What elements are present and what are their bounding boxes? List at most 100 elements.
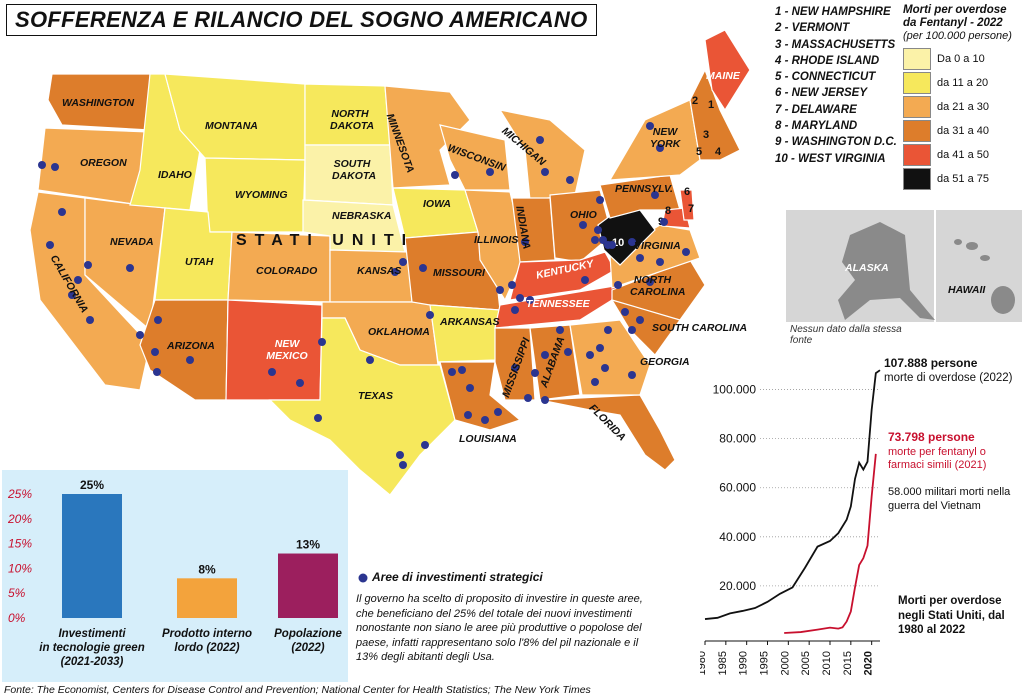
annotation-fent-value: 73.798 persone: [888, 430, 975, 444]
line-xtick: 1990: [738, 651, 750, 675]
investments-title: Aree di investimenti strategici: [372, 570, 543, 584]
label-pennsylvania: PENNSYLV.: [615, 183, 673, 195]
legend-label: da 11 a 20: [937, 77, 989, 89]
small-state-2: 2 - VERMONT: [775, 22, 850, 35]
svg-text:5: 5: [696, 146, 702, 158]
investment-dot-legend: [358, 573, 368, 583]
legend-item: da 11 a 20: [903, 71, 1023, 95]
label-maine: MAINE: [706, 70, 740, 82]
label-alaska: ALASKA: [845, 262, 889, 274]
bar-chart: 25% 20% 15% 10% 5% 0% 25% 8% 13% Investimenti in t…: [7, 478, 342, 668]
label-louisiana: LOUISIANA: [459, 433, 517, 445]
line-xtick: 1985: [717, 651, 729, 675]
label-south-dakota: SOUTH DAKOTA: [332, 158, 377, 182]
state-arkansas: [429, 304, 501, 363]
label-kansas: KANSAS: [357, 265, 402, 277]
legend-item: da 51 a 75: [903, 167, 1023, 191]
state-new-jersey: [679, 189, 695, 221]
label-new-york: NEW YORK: [650, 126, 681, 150]
label-north-dakota: NORTH DAKOTA: [330, 108, 375, 132]
bar-ytick: 15%: [8, 537, 32, 551]
legend-subtitle: (per 100.000 persone): [903, 30, 1012, 42]
label-georgia: GEORGIA: [640, 356, 690, 368]
legend-swatch: [903, 48, 931, 70]
line-xtick: 2010: [821, 651, 833, 675]
bar-ytick: 20%: [7, 512, 32, 526]
line-series: [784, 453, 877, 634]
line-xtick: 1995: [759, 651, 771, 675]
small-state-5: 5 - CONNECTICUT: [775, 71, 876, 84]
label-washington: WASHINGTON: [62, 97, 135, 109]
legend-item: da 31 a 40: [903, 119, 1023, 143]
bar-ytick: 5%: [8, 586, 26, 600]
line-xtick: 2000: [779, 651, 791, 675]
line-xtick: 1980: [700, 651, 708, 675]
small-state-6: 6 - NEW JERSEY: [775, 87, 868, 100]
bar-category-label: Popolazione (2022): [274, 628, 342, 654]
line-ytick: 60.000: [719, 481, 756, 495]
label-illinois: ILLINOIS: [474, 234, 519, 246]
line-xtick: 2005: [800, 651, 812, 675]
annotation-total-text: morte di overdose (2022): [884, 372, 1013, 384]
state-hawaii: [954, 239, 1015, 314]
label-new-mexico: NEW MEXICO: [266, 338, 308, 362]
label-oklahoma: OKLAHOMA: [368, 326, 430, 338]
label-north-carolina: NORTH CAROLINA: [630, 274, 686, 298]
annotation-total-value: 107.888 persone: [884, 356, 978, 370]
svg-text:7: 7: [688, 203, 694, 215]
state-alaska: [838, 222, 935, 320]
line-ytick: 20.000: [719, 579, 756, 593]
legend-swatch: [903, 144, 931, 166]
state-new-england: [689, 68, 741, 161]
label-iowa: IOWA: [423, 198, 451, 210]
legend-title: Morti per overdose da Fentanyl - 2022: [903, 4, 1007, 29]
svg-text:4: 4: [715, 146, 722, 158]
line-xtick: 2015: [842, 651, 854, 675]
bar-ytick: 0%: [8, 611, 26, 625]
small-state-8: 8 - MARYLAND: [775, 120, 858, 133]
small-state-1: 1 - NEW HAMPSHIRE: [775, 6, 891, 18]
svg-text:6: 6: [684, 186, 690, 198]
legend-label: da 41 a 50: [937, 149, 989, 161]
bar-category-label: Prodotto interno lordo (2022): [162, 628, 252, 654]
overdose-line-chart: 20.000 40.000 60.000 80.000 100.000 1980 1985 1…: [700, 369, 881, 675]
label-colorado: COLORADO: [256, 265, 318, 277]
line-ytick: 80.000: [719, 432, 756, 446]
no-data-note: Nessun dato dalla stessa fonte: [790, 324, 902, 346]
label-nebraska: NEBRASKA: [332, 210, 392, 222]
annotation-vietnam: 58.000 militari morti nella guerra del V…: [888, 486, 1011, 512]
state-iowa: [392, 187, 479, 239]
label-tennessee: TENNESSEE: [526, 298, 590, 310]
legend-swatch: [903, 168, 931, 190]
bar-ytick: 10%: [8, 561, 32, 575]
legend-label: Da 0 a 10: [937, 53, 985, 65]
bar-value-label: 8%: [198, 562, 216, 576]
svg-text:1: 1: [708, 99, 714, 111]
state-indiana: [511, 197, 556, 263]
label-oregon: OREGON: [80, 157, 127, 169]
svg-text:3: 3: [703, 129, 709, 141]
label-missouri: MISSOURI: [433, 267, 485, 279]
bar-value-label: 25%: [80, 478, 104, 492]
small-state-10: 10 - WEST VIRGINIA: [775, 152, 886, 165]
legend-item: da 21 a 30: [903, 95, 1023, 119]
state-washington: [47, 73, 151, 131]
state-texas: [268, 317, 456, 496]
small-state-3: 3 - MASSACHUSETTS: [775, 38, 896, 51]
legend-swatch: [903, 120, 931, 142]
state-florida: [539, 394, 676, 471]
annotation-fent-text: morte per fentanyl o farmaci simili (202…: [888, 446, 987, 471]
label-utah: UTAH: [185, 256, 214, 268]
bar: [177, 578, 237, 618]
label-nevada: NEVADA: [110, 236, 154, 248]
small-state-7: 7 - DELAWARE: [775, 103, 857, 116]
legend-swatch: [903, 96, 931, 118]
legend: Morti per overdose da Fentanyl - 2022 (p…: [903, 4, 1023, 191]
page-title: SOFFERENZA E RILANCIO DEL SOGNO AMERICAN…: [6, 4, 597, 36]
investment-dots: [38, 122, 690, 469]
label-montana: MONTANA: [205, 120, 258, 132]
investments-note: Il governo ha scelto di proposito di inv…: [356, 593, 643, 663]
legend-label: da 21 a 30: [937, 101, 989, 113]
bar-value-label: 13%: [296, 538, 320, 552]
